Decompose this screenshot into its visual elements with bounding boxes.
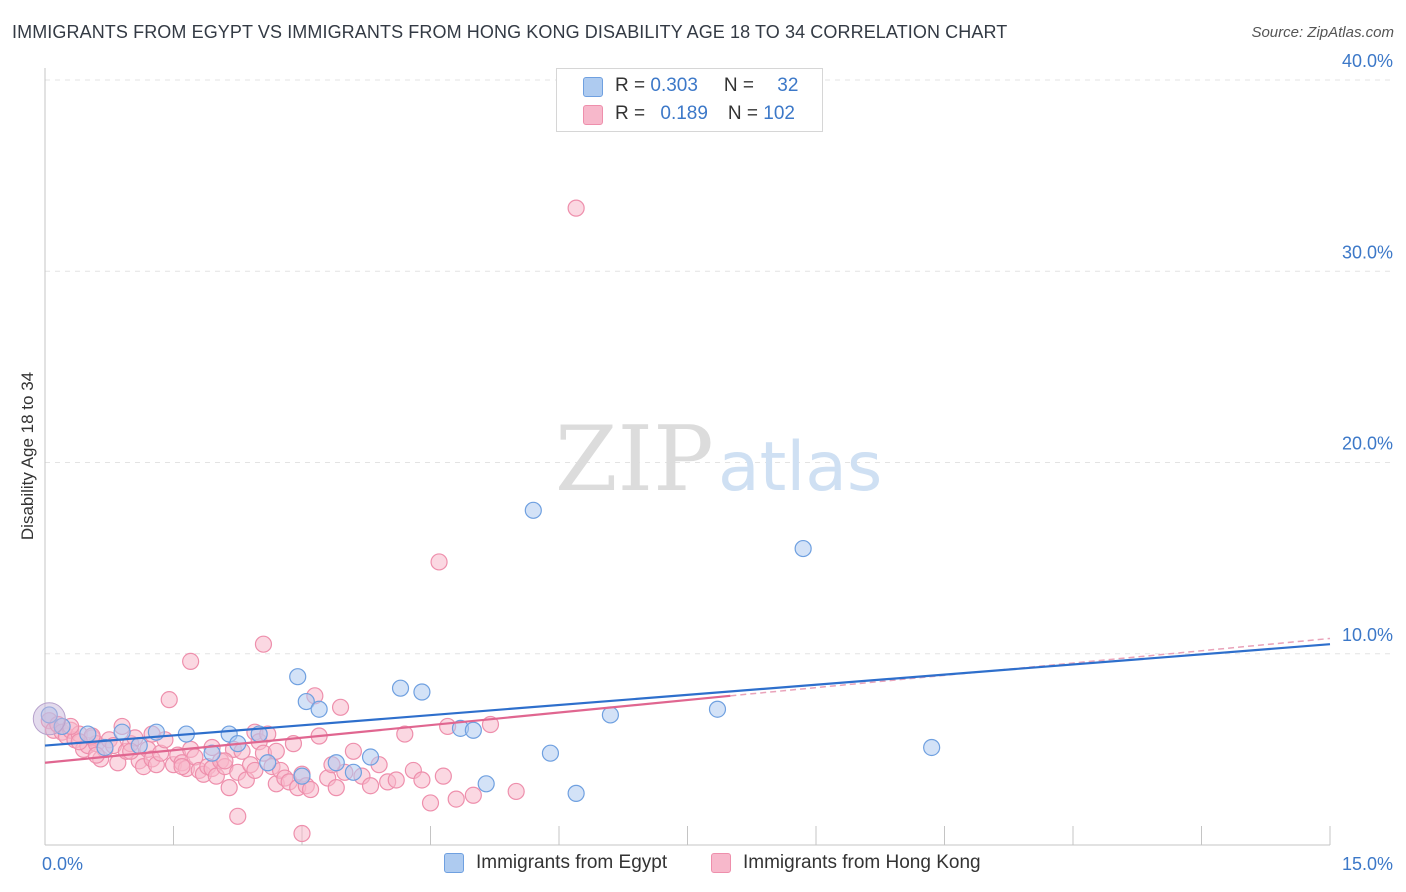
x-tick-labels: 0.0% 15.0% [42,854,1393,874]
point-hongkong [361,777,380,795]
correlation-legend: R = 0.303 N = 32 R = 0.189 N = 102 [556,68,823,132]
point-egypt [297,692,315,711]
point-egypt [464,721,482,739]
legend-swatch-hongkong [583,105,603,125]
point-egypt [289,668,307,686]
scatter-points [32,199,941,843]
y-tick-label: 30.0% [1342,242,1393,262]
point-hongkong [421,794,440,812]
legend-text-egypt: R = 0.303 N = 32 [615,75,798,97]
point-egypt [259,754,277,772]
bottom-label-egypt: Immigrants from Egypt [476,852,668,873]
point-hongkong [267,742,285,760]
legend-text-hongkong: R = 0.189 N = 102 [615,103,795,125]
y-tick-label: 10.0% [1342,625,1393,645]
point-hongkong [447,790,465,808]
r-label: R = [615,75,651,96]
point-hongkong [327,779,345,797]
point-egypt [391,679,410,697]
point-hongkong [173,757,191,776]
legend-swatch-egypt [583,77,603,97]
bottom-swatch-egypt [444,853,464,873]
point-egypt [310,700,328,718]
point-hongkong [507,782,525,801]
point-hongkong [293,824,311,843]
chart-title: IMMIGRANTS FROM EGYPT VS IMMIGRANTS FROM… [12,22,1008,42]
point-cluster [32,702,66,736]
gridlines [44,79,1390,845]
point-hongkong [331,698,350,716]
point-egypt [524,501,542,519]
n-value: 102 [763,103,795,124]
point-hongkong [430,553,448,571]
x-tick-label-max: 15.0% [1342,854,1393,874]
x-tick-label-min: 0.0% [42,854,83,874]
r-value: 0.303 [650,75,698,96]
n-value: 32 [777,75,799,96]
point-egypt [203,744,221,762]
point-egypt [361,748,380,766]
y-tick-label: 20.0% [1342,434,1393,454]
point-egypt [79,725,97,743]
bottom-legend-hongkong: Immigrants from Hong Kong [711,852,981,874]
point-hongkong [464,786,482,804]
point-egypt [113,723,131,741]
point-egypt [477,775,495,793]
point-hongkong [160,691,178,709]
trend-lines [44,637,1331,764]
r-value: 0.189 [660,103,708,124]
point-hongkong [246,761,264,780]
point-hongkong [182,652,200,671]
bottom-swatch-hongkong [711,853,731,873]
y-axis-label: Disability Age 18 to 34 [18,372,37,540]
point-egypt [96,738,114,757]
point-egypt [130,736,148,755]
source-label: Source: ZipAtlas.com [1251,24,1394,41]
point-hongkong [344,742,362,760]
point-hongkong [229,807,247,825]
point-egypt [327,754,345,772]
point-hongkong [216,752,234,770]
bottom-label-hongkong: Immigrants from Hong Kong [743,852,981,873]
point-egypt [413,683,431,701]
n-label: N = [727,103,764,124]
watermark: ZIP atlas [555,407,882,512]
watermark-zip: ZIP [555,407,714,512]
watermark-atlas: atlas [718,428,882,507]
point-hongkong [396,725,414,743]
point-hongkong [301,780,320,799]
y-tick-labels: 10.0% 20.0% 30.0% 40.0% [1342,51,1393,645]
point-egypt [923,738,941,757]
r-label: R = [615,103,651,124]
y-axis-label-group: Disability Age 18 to 34 [18,372,37,540]
point-hongkong [567,199,585,217]
point-egypt [601,706,620,724]
point-hongkong [254,635,273,653]
point-hongkong [387,771,405,789]
point-egypt [794,539,812,558]
point-hongkong [434,767,452,785]
point-egypt [567,784,585,802]
point-egypt [344,763,362,781]
trend-line-egypt [44,643,1331,747]
n-label: N = [723,75,760,96]
trend-line-hongkong [44,694,731,764]
y-tick-label: 40.0% [1342,51,1393,71]
point-hongkong [413,771,431,789]
point-egypt [293,767,311,785]
bottom-legend-egypt: Immigrants from Egypt [444,852,667,874]
point-hongkong [220,779,238,797]
point-egypt [708,700,727,718]
point-egypt [541,744,560,762]
